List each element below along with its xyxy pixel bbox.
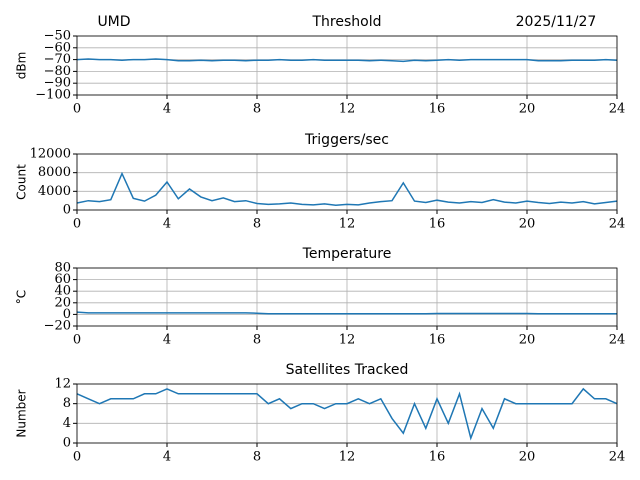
y-axis-label: dBm	[15, 52, 29, 80]
x-tick-label: 16	[429, 102, 446, 117]
y-tick-label: 4	[63, 416, 71, 431]
x-tick-label: 12	[339, 450, 356, 465]
data-line	[76, 311, 617, 315]
x-tick-label: 4	[163, 217, 171, 232]
y-tick-label: −50	[44, 29, 71, 44]
x-tick-label: 16	[429, 333, 446, 348]
y-tick-label: −70	[44, 52, 71, 67]
y-axis-label: °C	[15, 290, 29, 304]
x-tick-label: 24	[609, 333, 626, 348]
y-tick-label: 8	[63, 396, 71, 411]
axes-frame	[76, 35, 618, 96]
data-line	[76, 387, 618, 441]
x-tick-label: 16	[429, 450, 446, 465]
y-tick-label: −90	[44, 76, 71, 91]
y-tick-label: 60	[54, 272, 71, 287]
x-tick-label: 16	[429, 217, 446, 232]
annotation: UMD	[97, 14, 130, 30]
y-tick-label: 80	[54, 261, 71, 276]
x-tick-label: 0	[73, 333, 81, 348]
y-tick-label: 40	[54, 284, 71, 299]
x-tick-label: 4	[163, 102, 171, 117]
y-axis-label: Number	[15, 389, 29, 437]
x-tick-label: 0	[73, 450, 81, 465]
chart-title: Triggers/sec	[304, 132, 389, 148]
y-tick-label: 4000	[38, 184, 71, 199]
x-tick-label: 24	[609, 217, 626, 232]
x-tick-label: 8	[253, 102, 261, 117]
y-tick-label: 0	[63, 436, 71, 451]
chart-title: Threshold	[312, 14, 382, 30]
y-tick-label: −80	[44, 64, 71, 79]
x-tick-label: 24	[609, 450, 626, 465]
data-line	[76, 171, 618, 207]
chart-title: Temperature	[302, 246, 392, 262]
x-tick-label: 24	[609, 102, 626, 117]
x-tick-label: 8	[253, 217, 261, 232]
axes-frame	[76, 383, 618, 444]
x-tick-label: 20	[519, 217, 536, 232]
y-tick-label: 20	[54, 295, 71, 310]
y-tick-label: −60	[44, 40, 71, 55]
y-tick-label: −100	[35, 88, 71, 103]
x-tick-label: 8	[253, 333, 261, 348]
y-tick-label: −20	[44, 319, 71, 334]
x-tick-label: 0	[73, 102, 81, 117]
y-tick-label: 12	[54, 377, 71, 392]
axes-frame	[76, 153, 618, 211]
x-tick-label: 20	[519, 333, 536, 348]
x-tick-label: 12	[339, 217, 356, 232]
x-tick-label: 4	[163, 450, 171, 465]
x-tick-label: 12	[339, 333, 356, 348]
x-tick-label: 0	[73, 217, 81, 232]
x-tick-label: 20	[519, 450, 536, 465]
x-tick-label: 8	[253, 450, 261, 465]
y-tick-label: 12000	[30, 147, 71, 162]
x-tick-label: 12	[339, 102, 356, 117]
chart-title: Satellites Tracked	[286, 362, 409, 378]
y-tick-label: 8000	[38, 165, 71, 180]
x-tick-label: 20	[519, 102, 536, 117]
annotation: 2025/11/27	[516, 14, 597, 30]
y-axis-label: Count	[15, 164, 29, 200]
axes-frame	[76, 267, 618, 327]
y-tick-label: 0	[63, 203, 71, 218]
y-tick-label: 0	[63, 307, 71, 322]
data-line	[76, 58, 618, 63]
x-tick-label: 4	[163, 333, 171, 348]
